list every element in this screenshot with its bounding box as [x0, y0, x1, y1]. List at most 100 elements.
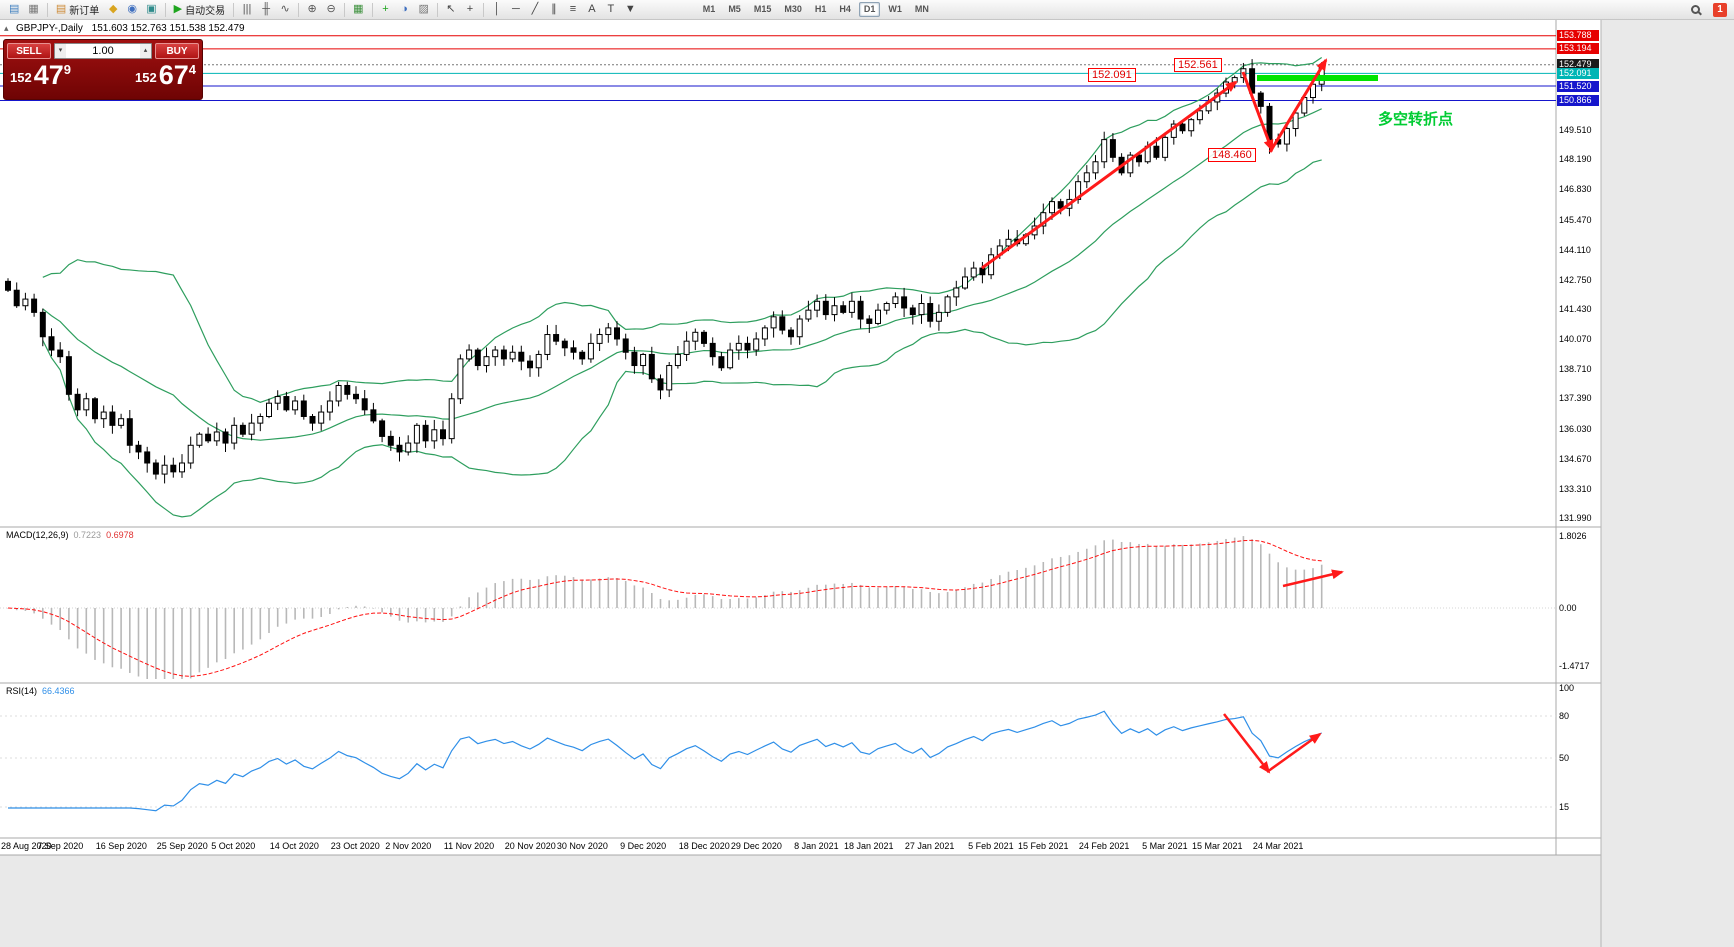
volume-input[interactable]: [66, 45, 140, 57]
timeframe-button-mn[interactable]: MN: [914, 4, 929, 14]
vertical-line-icon-glyph: │: [493, 3, 501, 15]
toolbar-separator: [46, 2, 48, 17]
fibonacci-icon[interactable]: ≡: [564, 1, 582, 18]
toolbar-separator: [164, 2, 166, 17]
new-chart-icon[interactable]: ▤: [5, 1, 23, 18]
price-annotation-label[interactable]: 152.091: [1088, 68, 1136, 82]
cursor-icon[interactable]: ↖: [442, 1, 460, 18]
periods-icon-glyph: ◑: [401, 3, 408, 15]
shapes-icon-glyph: ▼: [624, 3, 636, 15]
sell-price-point: 9: [63, 62, 71, 77]
price-axis-label: 137.390: [1559, 393, 1592, 404]
label-icon[interactable]: T: [602, 1, 620, 18]
indicators-icon[interactable]: +: [377, 1, 395, 18]
date-axis-label: 14 Oct 2020: [269, 841, 319, 851]
date-axis-label: 11 Nov 2020: [443, 841, 495, 851]
trendline-icon-glyph: ╱: [531, 3, 539, 15]
price-axis-label: 145.470: [1559, 214, 1592, 225]
timeframe-button-w1[interactable]: W1: [888, 4, 902, 14]
profiles-icon[interactable]: ▦: [24, 1, 42, 18]
timeframe-button-h4[interactable]: H4: [839, 4, 851, 14]
macd-label: MACD(12,26,9) 0.7223 0.6978: [6, 530, 134, 540]
collapse-panel-icon[interactable]: ▴: [4, 23, 9, 33]
ohlc-values: 151.603 152.763 151.538 152.479: [91, 23, 245, 34]
price-annotation-label[interactable]: 148.460: [1208, 148, 1256, 162]
price-axis-label: 141.430: [1559, 304, 1592, 314]
vertical-line-icon[interactable]: │: [488, 1, 506, 18]
notifications-badge[interactable]: 1: [1713, 2, 1727, 17]
market-watch-icon-glyph: ◆: [108, 3, 118, 15]
indicators-icon-glyph: +: [382, 3, 389, 15]
terminal-icon-glyph: ▣: [146, 3, 157, 15]
date-axis-label: 15 Mar 2021: [1192, 841, 1243, 851]
toolbar-separator: [233, 2, 235, 17]
crosshair-icon[interactable]: +: [461, 1, 479, 18]
tile-windows-icon[interactable]: ▦: [349, 1, 367, 18]
text-icon[interactable]: A: [583, 1, 601, 18]
line-chart-icon[interactable]: ∿: [276, 1, 294, 18]
volume-increase-button[interactable]: ▴: [140, 44, 151, 58]
search-button[interactable]: [1686, 1, 1704, 18]
shapes-icon[interactable]: ▼: [621, 1, 640, 18]
date-axis-label: 5 Feb 2021: [968, 841, 1014, 851]
toolbar-separator: [298, 2, 300, 17]
timeframe-button-h1[interactable]: H1: [814, 4, 827, 14]
equidistant-channel-icon[interactable]: ∥: [545, 1, 563, 18]
sell-button[interactable]: SELL: [7, 43, 51, 59]
annotation-note-text[interactable]: 多空转折点: [1378, 111, 1454, 128]
zoom-out-icon[interactable]: ⊖: [322, 1, 340, 18]
timeframe-button-m30[interactable]: M30: [784, 4, 802, 14]
zoom-in-icon[interactable]: ⊕: [303, 1, 321, 18]
price-axis-label: 131.990: [1559, 513, 1592, 524]
search-icon: [1690, 5, 1700, 14]
timeframe-button-d1[interactable]: D1: [858, 2, 881, 17]
auto-trading-button-label: 自动交易: [185, 6, 226, 17]
price-annotation-label[interactable]: 152.561: [1174, 58, 1222, 72]
text-icon-glyph: A: [588, 3, 596, 15]
templates-icon[interactable]: ▨: [415, 1, 433, 18]
macd-axis-label: -1.4717: [1559, 661, 1590, 672]
buy-button[interactable]: BUY: [155, 43, 199, 59]
price-axis-label: 144.110: [1559, 244, 1591, 255]
zoom-out-icon-glyph: ⊖: [326, 3, 336, 15]
buy-price-pips: 67: [158, 60, 189, 90]
trendline-icon[interactable]: ╱: [526, 1, 544, 18]
bar-chart-icon[interactable]: |||: [238, 1, 256, 18]
chart-title: GBPJPY-,Daily 151.603 152.763 151.538 15…: [16, 23, 245, 34]
timeframe-button-m5[interactable]: M5: [728, 4, 741, 14]
market-watch-icon[interactable]: ◆: [104, 1, 122, 18]
navigator-icon[interactable]: ◉: [123, 1, 141, 18]
buy-price[interactable]: 152 67 4: [135, 60, 196, 90]
price-axis-label: 142.750: [1559, 274, 1592, 285]
candlestick-icon[interactable]: ╫: [257, 1, 275, 18]
horizontal-line-icon[interactable]: ─: [507, 1, 525, 18]
candlestick-icon-glyph: ╫: [262, 3, 270, 15]
new-chart-icon-glyph: ▤: [9, 3, 20, 15]
date-axis-label: 5 Oct 2020: [211, 841, 256, 851]
templates-icon-glyph: ▨: [418, 3, 429, 15]
timeframe-button-m15[interactable]: M15: [753, 4, 772, 14]
timeframe-button-m1[interactable]: M1: [702, 4, 716, 14]
rsi-axis-label: 100: [1559, 682, 1575, 693]
date-axis-label: 24 Mar 2021: [1252, 841, 1304, 851]
macd-axis-label: 0.00: [1559, 602, 1577, 613]
date-axis-label: 8 Jan 2021: [794, 841, 839, 851]
tile-windows-icon-glyph: ▦: [353, 3, 364, 15]
buy-price-point: 4: [188, 62, 196, 77]
macd-signal-value: 0.6978: [106, 530, 134, 540]
auto-trading-button[interactable]: ▶ 自动交易: [170, 1, 229, 18]
sell-price[interactable]: 152 47 9: [10, 60, 71, 90]
volume-decrease-button[interactable]: ▾: [55, 44, 66, 58]
fibonacci-icon-glyph: ≡: [569, 3, 577, 15]
profiles-icon-glyph: ▦: [28, 3, 39, 15]
new-order-button[interactable]: ▤ 新订单: [52, 1, 103, 18]
toolbar-separator: [482, 2, 484, 17]
periods-icon[interactable]: ◑: [396, 1, 414, 18]
date-axis-label: 16 Sep 2020: [95, 841, 147, 851]
date-axis-label: 20 Nov 2020: [504, 841, 556, 851]
terminal-icon[interactable]: ▣: [142, 1, 160, 18]
price-level-label: 153.788: [1557, 30, 1599, 42]
date-axis-label: 24 Feb 2021: [1078, 841, 1130, 851]
date-axis-label: 5 Mar 2021: [1142, 841, 1188, 851]
new-order-button-glyph: ▤: [55, 3, 67, 15]
